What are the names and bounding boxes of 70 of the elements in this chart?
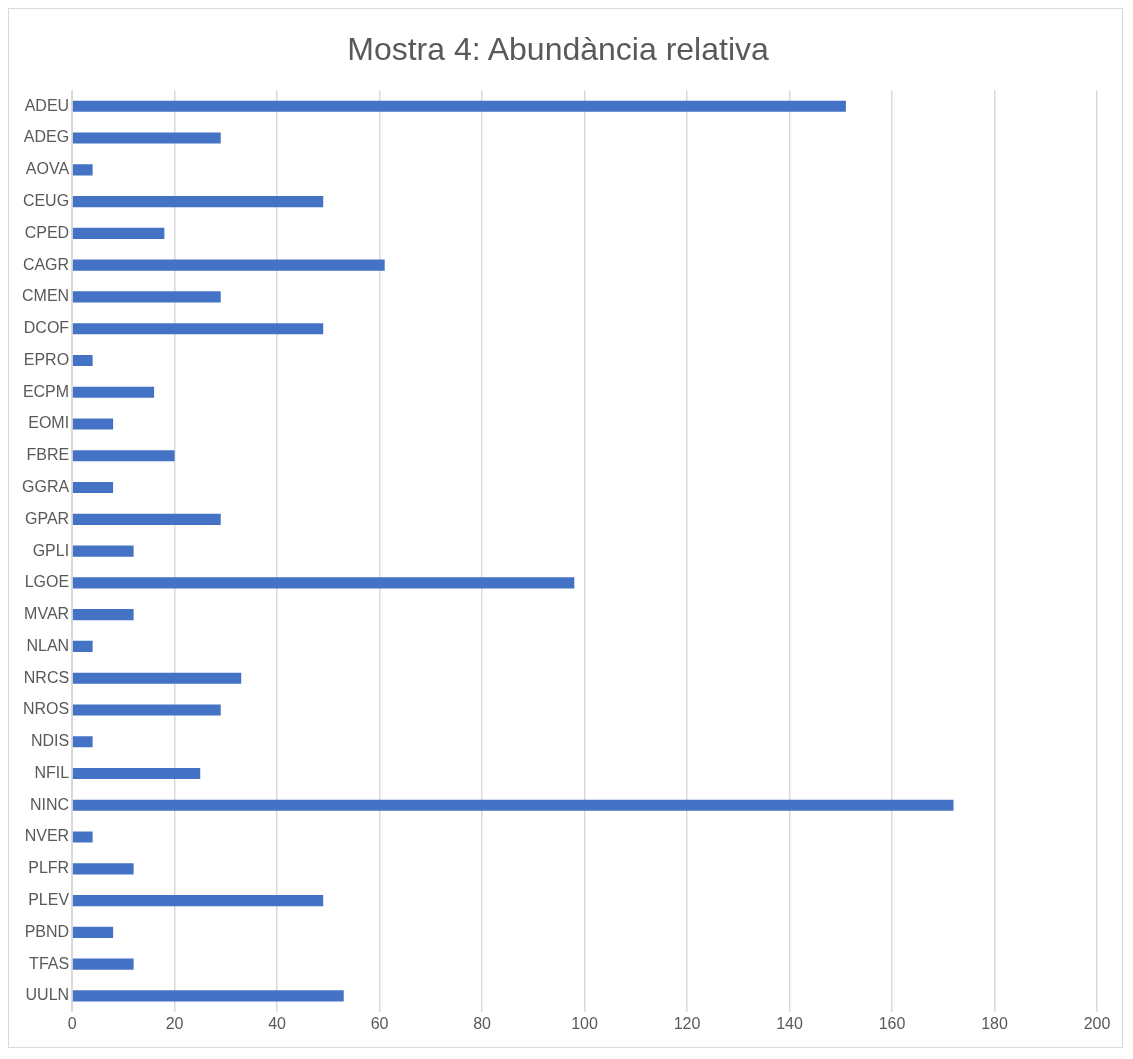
bar [72, 640, 93, 652]
bar [72, 704, 221, 716]
bar [72, 990, 344, 1002]
bar [72, 323, 324, 335]
y-tick-label: NROS [22, 700, 70, 718]
bar [72, 736, 93, 748]
y-tick-label: EOMI [28, 414, 70, 432]
bar [72, 609, 134, 621]
y-tick-label: GPAR [24, 509, 70, 527]
y-tick-label: DCOF [23, 319, 70, 337]
x-tick-label: 20 [165, 1014, 184, 1032]
y-tick-label: ADEU [24, 96, 70, 114]
y-tick-label: GPLI [32, 541, 70, 559]
y-tick-label: NRCS [23, 668, 70, 686]
bar [72, 799, 954, 811]
bar [72, 577, 575, 589]
x-tick-label: 0 [67, 1014, 77, 1032]
bar [72, 831, 93, 843]
y-tick-label: NFIL [34, 763, 70, 781]
y-tick-label: AOVA [25, 160, 70, 178]
bar [72, 418, 114, 430]
x-tick-label: 80 [473, 1014, 492, 1032]
x-tick-label: 120 [673, 1014, 701, 1032]
y-tick-label: CMEN [22, 287, 70, 305]
bar [72, 259, 385, 271]
y-tick-label: PLEV [28, 891, 70, 908]
y-tick-label: CAGR [22, 255, 70, 273]
bar [72, 482, 114, 494]
x-tick-label: 160 [878, 1014, 906, 1032]
y-tick-label: CPED [24, 223, 70, 241]
bar [72, 767, 201, 780]
y-tick-label: ECPM [22, 382, 70, 400]
y-tick-label: GGRA [21, 477, 70, 495]
bar [72, 895, 324, 907]
bar [72, 164, 93, 176]
x-tick-label: 100 [571, 1014, 598, 1032]
bar [72, 513, 221, 525]
y-tick-label: NVER [24, 827, 70, 845]
bar [72, 100, 846, 112]
y-tick-label: UULN [25, 986, 70, 1004]
chart-title: Mostra 4: Abundància relativa [347, 31, 769, 68]
x-tick-label: 60 [370, 1014, 389, 1032]
bar [72, 926, 114, 938]
bar [72, 354, 93, 367]
bar [72, 958, 134, 970]
bar [72, 672, 242, 684]
x-tick-label: 40 [268, 1014, 287, 1032]
y-tick-label: LGOE [24, 573, 70, 591]
y-tick-label: NDIS [30, 732, 70, 750]
y-tick-label: NINC [30, 795, 70, 813]
y-tick-label: PBND [24, 922, 70, 940]
y-tick-label: EPRO [23, 350, 70, 368]
y-tick-label: ADEG [23, 128, 70, 146]
x-tick-label: 180 [981, 1014, 1008, 1032]
x-tick-label: 200 [1083, 1014, 1111, 1032]
bar [72, 227, 165, 239]
y-tick-label: PLFR [28, 859, 70, 877]
bar [72, 291, 221, 303]
y-tick-label: NLAN [26, 636, 70, 654]
y-tick-label: MVAR [24, 605, 70, 623]
y-tick-label: TFAS [29, 954, 70, 972]
bar [72, 450, 175, 462]
bar [72, 386, 155, 398]
bar [72, 863, 134, 875]
bar [72, 196, 324, 208]
x-tick-label: 140 [776, 1014, 803, 1032]
bar [72, 545, 134, 557]
y-tick-label: CEUG [22, 192, 70, 210]
bar [72, 132, 221, 144]
y-tick-label: FBRE [26, 446, 70, 464]
